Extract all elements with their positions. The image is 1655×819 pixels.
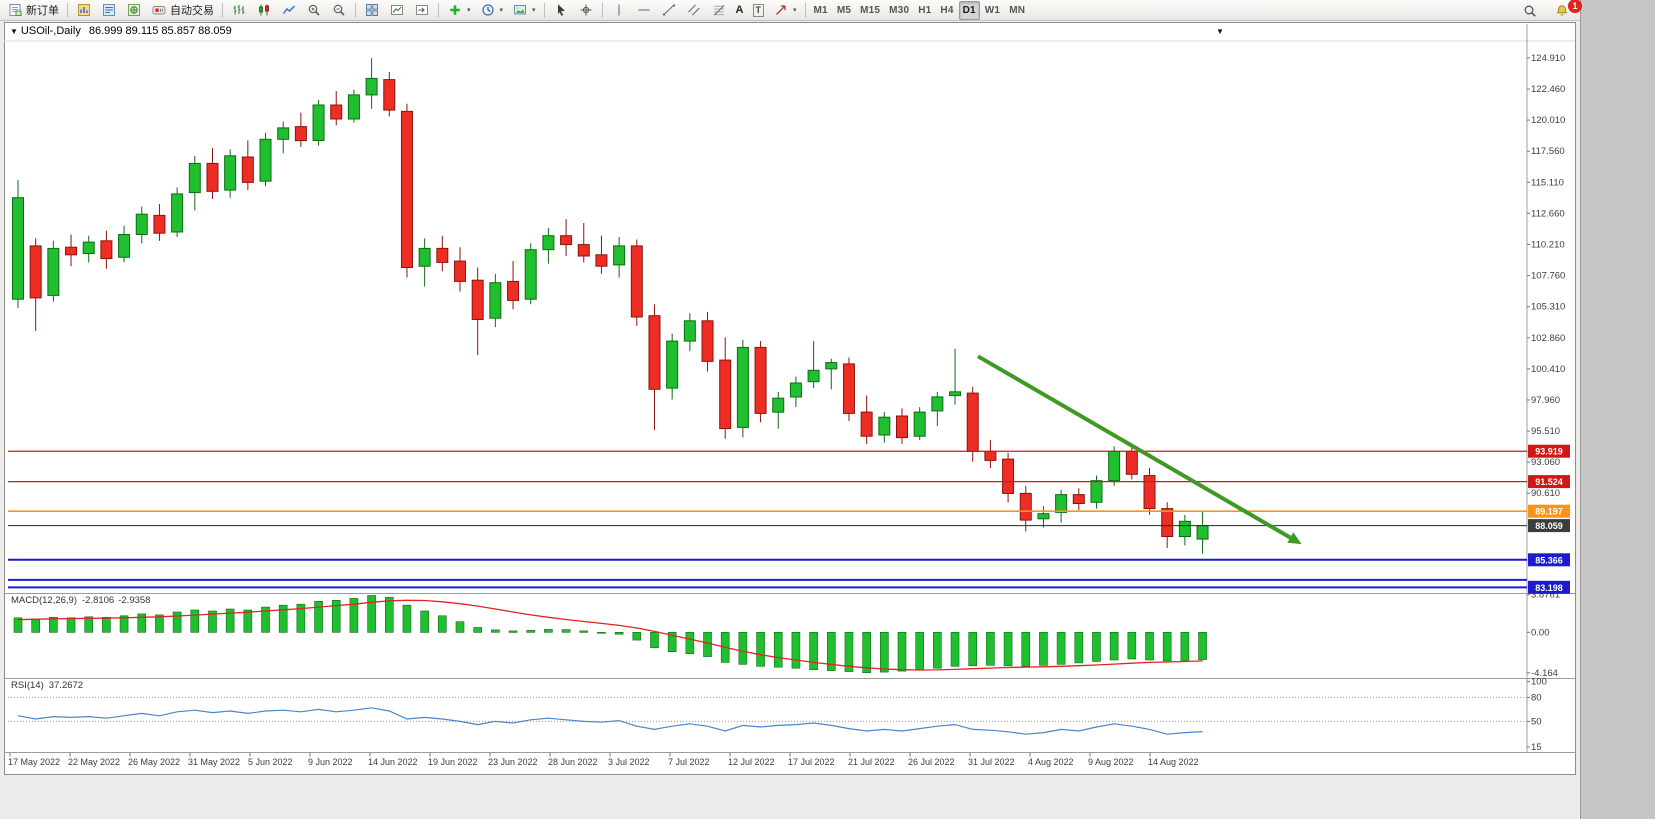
rsi-indicator-label: RSI(14) 37.2672 bbox=[11, 680, 83, 691]
data-window-button[interactable] bbox=[97, 1, 121, 20]
toolbar-separator bbox=[543, 2, 545, 18]
zoom-in-icon bbox=[306, 3, 322, 18]
rsi-value: 37.2672 bbox=[48, 680, 84, 691]
chevron-down-icon: ▾ bbox=[499, 7, 504, 14]
autotrade-label: 自动交易 bbox=[170, 5, 214, 17]
text-label-tool-button[interactable]: T bbox=[749, 1, 769, 20]
search-button[interactable] bbox=[1518, 1, 1542, 20]
template-icon bbox=[512, 3, 528, 18]
text-tool-button[interactable]: A bbox=[732, 1, 748, 20]
chart-symbol-period: USOil-,Daily bbox=[20, 25, 81, 37]
macd-main-value: -2.8106 bbox=[82, 595, 115, 606]
chart-shift-button[interactable] bbox=[410, 1, 434, 20]
text-tool-label: A bbox=[735, 4, 744, 16]
timeframe-m5-button[interactable]: M5 bbox=[836, 4, 852, 16]
new-chart-icon bbox=[389, 3, 405, 18]
line-chart-button[interactable] bbox=[277, 1, 301, 20]
timeframe-w1-button[interactable]: W1 bbox=[984, 4, 1001, 16]
horizontal-line-button[interactable] bbox=[632, 1, 656, 20]
cursor-icon bbox=[553, 3, 569, 18]
tile-windows-button[interactable] bbox=[360, 1, 384, 20]
toolbar-separator bbox=[438, 2, 439, 18]
templates-button[interactable]: ▾ bbox=[508, 1, 540, 20]
rsi-name: RSI(14) bbox=[11, 680, 44, 691]
toolbar-right-group: 1 bbox=[1518, 0, 1582, 20]
macd-indicator-label: MACD(12,26,9) -2.8106 -2.9358 bbox=[11, 595, 150, 606]
timeframes-button[interactable]: ▾ bbox=[476, 1, 508, 20]
market-watch-icon bbox=[76, 3, 92, 18]
toolbar: 新订单 自动交易 bbox=[0, 0, 1582, 21]
fibonacci-icon bbox=[711, 3, 727, 18]
fibonacci-button[interactable] bbox=[707, 1, 731, 20]
vertical-line-button[interactable] bbox=[607, 1, 631, 20]
scale-marker-icon[interactable]: ▼ bbox=[1216, 27, 1224, 36]
search-icon bbox=[1522, 3, 1538, 18]
chart-window[interactable] bbox=[4, 22, 1576, 775]
alerts-icon bbox=[1554, 3, 1570, 18]
macd-signal-value: -2.9358 bbox=[118, 595, 151, 606]
data-window-icon bbox=[101, 3, 117, 18]
trendline-icon bbox=[661, 3, 677, 18]
terminal-window: 新订单 自动交易 bbox=[0, 0, 1582, 819]
chevron-down-icon: ▾ bbox=[793, 7, 797, 14]
market-watch-button[interactable] bbox=[72, 1, 96, 20]
channel-button[interactable] bbox=[682, 1, 706, 20]
chart-title: ▼ USOil-,Daily 86.999 89.115 85.857 88.059 bbox=[10, 25, 232, 37]
collapse-icon[interactable]: ▼ bbox=[10, 27, 18, 36]
trendline-button[interactable] bbox=[657, 1, 681, 20]
bar-chart-button[interactable] bbox=[227, 1, 251, 20]
vertical-line-icon bbox=[611, 3, 627, 18]
chart-ohlc-values: 86.999 89.115 85.857 88.059 bbox=[88, 25, 232, 37]
zoom-out-icon bbox=[331, 3, 347, 18]
line-chart-icon bbox=[281, 3, 297, 18]
chevron-down-icon: ▾ bbox=[532, 7, 536, 14]
crosshair-button[interactable] bbox=[574, 1, 598, 20]
timeframe-m30-button[interactable]: M30 bbox=[889, 4, 910, 16]
candlestick-chart-icon bbox=[256, 3, 272, 18]
toolbar-separator bbox=[222, 2, 223, 18]
indicators-icon bbox=[447, 3, 463, 18]
timeframe-d1-button[interactable]: D1 bbox=[958, 0, 980, 20]
toolbar-separator bbox=[67, 2, 68, 18]
toolbar-separator bbox=[601, 2, 603, 18]
new-chart-button[interactable] bbox=[385, 1, 409, 20]
macd-name: MACD(12,26,9) bbox=[11, 595, 77, 606]
timeframe-m15-button[interactable]: M15 bbox=[860, 4, 881, 16]
zoom-in-button[interactable] bbox=[302, 1, 326, 20]
toolbar-separator bbox=[355, 2, 356, 18]
autotrade-button[interactable]: 自动交易 bbox=[147, 1, 218, 20]
timeframe-clock-icon bbox=[480, 3, 496, 18]
bar-chart-icon bbox=[231, 3, 247, 18]
zoom-out-button[interactable] bbox=[327, 1, 351, 20]
crosshair-icon bbox=[578, 3, 594, 18]
horizontal-line-icon bbox=[636, 3, 652, 18]
text-label-icon: T bbox=[752, 3, 764, 17]
notification-badge[interactable]: 1 bbox=[1568, 0, 1582, 13]
navigator-button[interactable] bbox=[122, 1, 146, 20]
alerts-button[interactable]: 1 bbox=[1550, 0, 1582, 20]
new-order-icon bbox=[7, 3, 23, 18]
channel-icon bbox=[686, 3, 702, 18]
timeframe-h4-button[interactable]: H4 bbox=[940, 4, 954, 16]
candlestick-chart-button[interactable] bbox=[252, 1, 276, 20]
timeframe-h1-button[interactable]: H1 bbox=[918, 4, 932, 16]
new-order-button[interactable]: 新订单 bbox=[3, 1, 63, 20]
tile-windows-icon bbox=[364, 3, 380, 18]
indicators-button[interactable]: ▾ bbox=[443, 1, 475, 20]
cursor-button[interactable] bbox=[549, 1, 573, 20]
toolbar-separator bbox=[804, 2, 806, 18]
timeframe-mn-button[interactable]: MN bbox=[1009, 4, 1026, 16]
chevron-down-icon: ▾ bbox=[467, 7, 471, 14]
new-order-label: 新订单 bbox=[26, 5, 59, 17]
autotrade-icon bbox=[151, 3, 167, 18]
navigator-icon bbox=[126, 3, 142, 18]
chart-shift-icon bbox=[414, 3, 430, 18]
arrows-tool-button[interactable]: ▾ bbox=[769, 1, 801, 20]
arrows-icon bbox=[773, 3, 789, 18]
timeframe-m1-button[interactable]: M1 bbox=[813, 4, 828, 16]
